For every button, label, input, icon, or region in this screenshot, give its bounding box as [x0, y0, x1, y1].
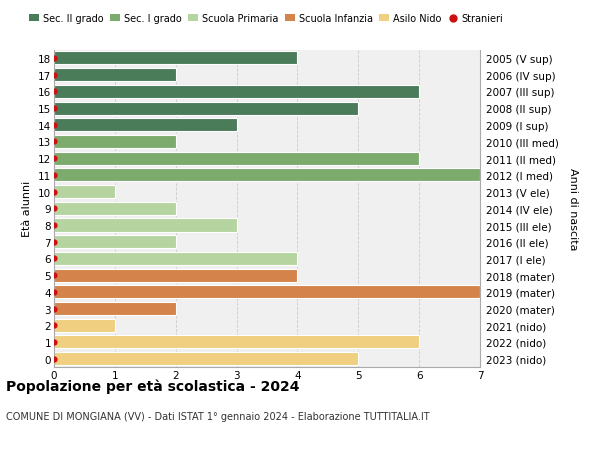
Bar	[54, 169, 480, 182]
Bar	[54, 269, 298, 282]
Bar	[54, 319, 115, 332]
Bar	[54, 302, 176, 315]
Bar	[54, 102, 358, 115]
Bar	[54, 285, 480, 299]
Bar	[54, 353, 358, 365]
Bar	[54, 86, 419, 99]
Y-axis label: Anni di nascita: Anni di nascita	[568, 168, 578, 250]
Bar	[54, 235, 176, 249]
Text: COMUNE DI MONGIANA (VV) - Dati ISTAT 1° gennaio 2024 - Elaborazione TUTTITALIA.I: COMUNE DI MONGIANA (VV) - Dati ISTAT 1° …	[6, 411, 430, 421]
Bar	[54, 219, 236, 232]
Bar	[54, 119, 236, 132]
Bar	[54, 186, 115, 199]
Bar	[54, 252, 298, 265]
Bar	[54, 202, 176, 215]
Bar	[54, 152, 419, 165]
Y-axis label: Età alunni: Età alunni	[22, 181, 32, 237]
Legend: Sec. II grado, Sec. I grado, Scuola Primaria, Scuola Infanzia, Asilo Nido, Stran: Sec. II grado, Sec. I grado, Scuola Prim…	[29, 14, 503, 24]
Bar	[54, 69, 176, 82]
Bar	[54, 136, 176, 149]
Text: Popolazione per età scolastica - 2024: Popolazione per età scolastica - 2024	[6, 379, 299, 393]
Bar	[54, 52, 298, 65]
Bar	[54, 336, 419, 349]
